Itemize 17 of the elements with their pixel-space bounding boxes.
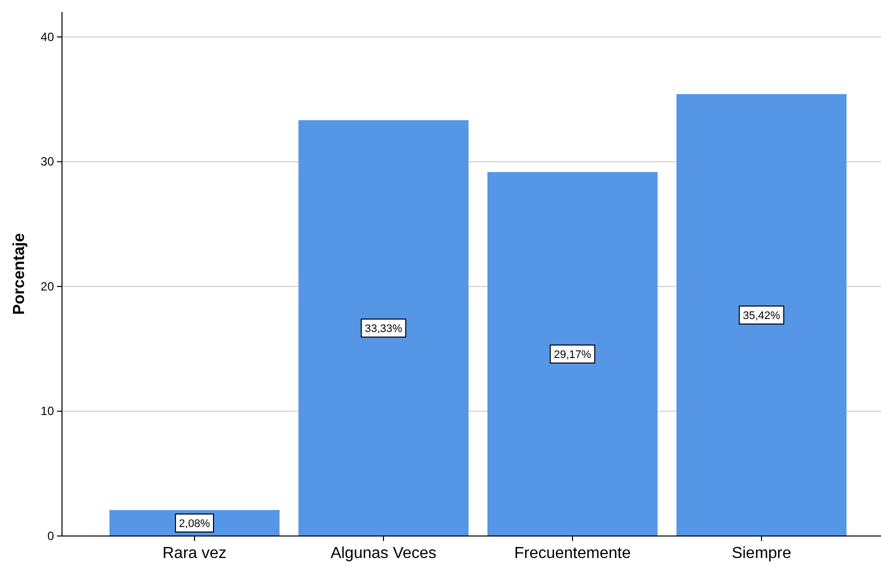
bar [298,120,469,536]
x-tick-label: Rara vez [162,545,227,562]
y-tick-label: 10 [40,404,54,418]
y-axis-title: Porcentaje [11,232,28,315]
data-label: 29,17% [554,349,592,362]
data-label: 2,08% [178,518,210,530]
x-tick-label: Siempre [732,545,792,562]
data-label: 33,33% [364,323,402,336]
y-tick-label: 0 [47,529,54,543]
bar [676,94,847,536]
x-tick-label: Frecuentemente [514,545,631,562]
data-label: 35,42% [742,310,780,322]
y-tick-label: 40 [40,30,54,44]
bar [487,172,658,536]
y-tick-label: 20 [40,279,54,294]
y-tick-label: 30 [40,154,54,169]
x-tick-label: Algunas Veces [330,545,436,562]
